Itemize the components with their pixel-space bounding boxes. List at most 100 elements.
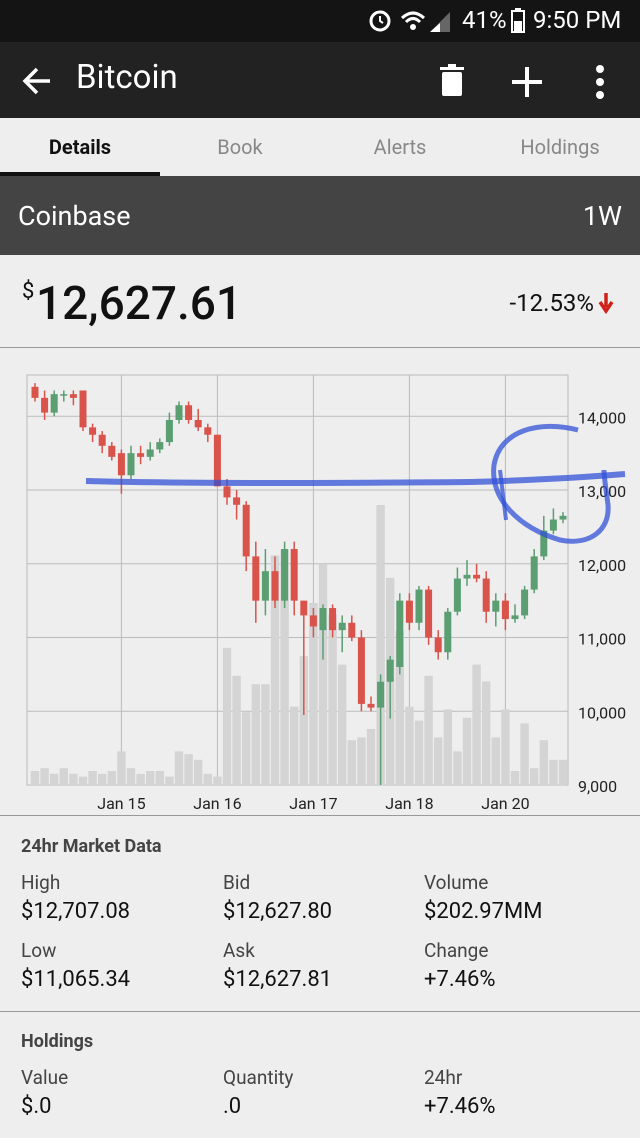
x-tick-label: Jan 16 (193, 794, 241, 813)
volume-bar (443, 709, 452, 785)
volume-bar (558, 759, 568, 785)
x-tick-label: Jan 18 (385, 794, 433, 813)
volume-bar (107, 771, 116, 785)
volume-bar (491, 737, 500, 785)
volume-bar (155, 771, 164, 785)
volume-bar (482, 681, 491, 785)
price-value: 12,627.61 (36, 277, 243, 331)
candle-body (31, 386, 39, 398)
tab[interactable]: Book (217, 135, 263, 159)
candle-body (549, 519, 557, 531)
candle-body (98, 434, 106, 446)
candle-body (300, 600, 308, 616)
data-value: $.0 (21, 1094, 52, 1119)
candle-body (434, 637, 442, 653)
candle-body (60, 394, 68, 396)
range[interactable]: 1W (582, 200, 622, 232)
candle-body (367, 703, 375, 708)
volume-bar (424, 675, 433, 785)
data-value: $202.97MM (424, 899, 543, 924)
volume-bar (462, 717, 472, 785)
data-label: Bid (223, 871, 251, 894)
data-label: Quantity (223, 1066, 294, 1089)
volume-bar (347, 740, 356, 785)
candle-body (233, 497, 241, 505)
volume-bar (434, 737, 443, 785)
candle-body (425, 589, 433, 638)
candle-body (482, 578, 490, 612)
status-bar: 41% 9:50 PM (0, 0, 640, 42)
clock: 9:50 PM (533, 6, 622, 34)
candle-body (405, 600, 413, 623)
volume-bar (136, 773, 145, 785)
candle-body (453, 578, 461, 612)
data-value: +7.46% (424, 1094, 496, 1119)
candle-body (50, 394, 58, 413)
tab[interactable]: Alerts (373, 135, 427, 159)
volume-bar (270, 555, 280, 785)
candle-body (185, 405, 193, 420)
candle-body (137, 453, 145, 457)
volume-bar (530, 768, 539, 785)
battery-icon (511, 8, 525, 33)
menu-button[interactable] (592, 64, 608, 100)
candle-body (319, 608, 327, 631)
add-button[interactable] (510, 65, 544, 99)
section-title: Holdings (21, 1031, 94, 1052)
candle-body (473, 574, 481, 579)
candle-body (329, 608, 337, 631)
volume-bar (453, 751, 462, 785)
candle-body (252, 556, 260, 601)
tab[interactable]: Holdings (520, 135, 600, 159)
candle-body (444, 611, 452, 653)
volume-bar (395, 631, 404, 785)
y-tick-label: 11,000 (578, 630, 626, 649)
candle-body (521, 589, 529, 616)
volume-bar (40, 768, 49, 785)
tab[interactable]: Details (0, 118, 160, 176)
volume-bar (88, 771, 97, 785)
candle-body (261, 571, 269, 601)
y-tick-label: 10,000 (578, 703, 626, 722)
y-tick-label: 13,000 (578, 482, 626, 501)
exchange-bar: Coinbase 1W (0, 176, 640, 255)
volume-bar (194, 759, 203, 785)
candle-body (338, 622, 346, 631)
tab-bar: Details Book Alerts Holdings (0, 118, 640, 177)
candle-body (377, 681, 385, 708)
candle-body (501, 600, 509, 620)
volume-bar (318, 563, 328, 785)
volume-bar (357, 737, 366, 785)
candle-body (165, 419, 173, 443)
volume-bar (280, 549, 289, 785)
volume-bar (165, 776, 174, 785)
delete-button[interactable] (438, 64, 466, 98)
volume-bar (126, 768, 136, 785)
volume-bar (472, 664, 481, 785)
price-change: -12.53% (509, 289, 595, 317)
separator (0, 1011, 640, 1012)
battery-text: 41% (462, 6, 507, 34)
volume-bar (328, 614, 337, 785)
candle-body (213, 434, 221, 487)
data-label: High (21, 871, 61, 894)
volume-bar (30, 771, 40, 785)
volume-bar (222, 647, 232, 785)
candle-body (194, 419, 202, 428)
volume-bar (232, 675, 241, 785)
data-value: +7.46% (424, 967, 496, 992)
volume-bar (386, 577, 395, 785)
volume-bar (510, 771, 520, 785)
volume-bar (501, 709, 510, 785)
candle-body (357, 637, 365, 704)
section-title: 24hr Market Data (21, 836, 162, 857)
y-tick-label: 12,000 (578, 556, 626, 575)
candle-body (271, 571, 279, 601)
x-tick-label: Jan 15 (97, 794, 145, 813)
back-button[interactable] (22, 66, 54, 96)
data-label: Volume (424, 871, 489, 894)
candle-body (309, 615, 317, 627)
candle-body (559, 515, 567, 520)
volume-bar (117, 751, 126, 785)
